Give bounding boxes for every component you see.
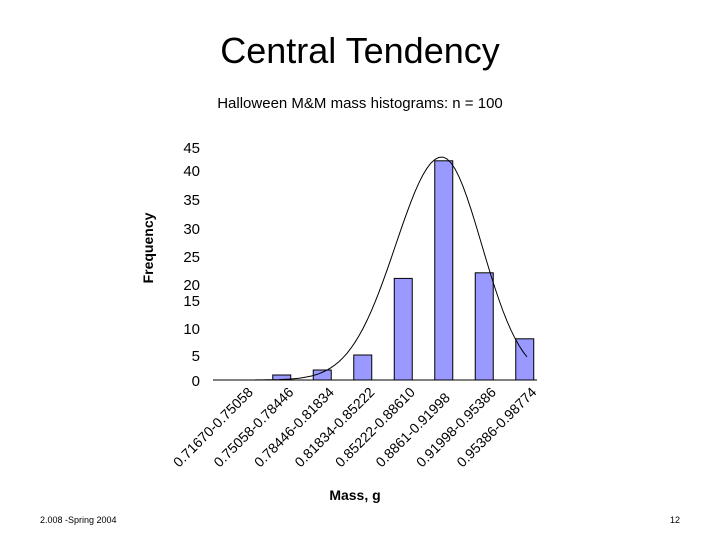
y-axis-label: Frequency — [140, 212, 156, 283]
histogram-bar — [272, 374, 292, 381]
page-number: 12 — [669, 515, 680, 525]
fit-curve — [255, 156, 528, 381]
y-tick-label: 20 — [183, 277, 200, 294]
y-tick-label: 40 — [183, 163, 200, 180]
histogram-bar — [353, 354, 373, 381]
y-tick-label: 30 — [183, 221, 200, 238]
slide-title: Central Tendency — [220, 30, 500, 71]
histogram-bar — [474, 272, 494, 381]
y-tick-label: 35 — [183, 192, 200, 209]
chart-title: Halloween M&M mass histograms: n = 100 — [217, 95, 503, 112]
y-tick-label: 45 — [183, 140, 200, 157]
y-tick-label: 5 — [192, 348, 200, 365]
histogram-bar — [434, 160, 454, 381]
y-tick-label: 25 — [183, 249, 200, 266]
footer-course: 2.008 -Spring 2004 — [40, 515, 117, 525]
y-tick-label: 10 — [183, 321, 200, 338]
y-tick-label: 15 — [183, 293, 200, 310]
histogram-bar — [515, 338, 535, 381]
y-tick-label: 0 — [192, 373, 200, 390]
histogram-bar — [393, 277, 413, 381]
x-axis-label: Mass, g — [329, 487, 380, 503]
